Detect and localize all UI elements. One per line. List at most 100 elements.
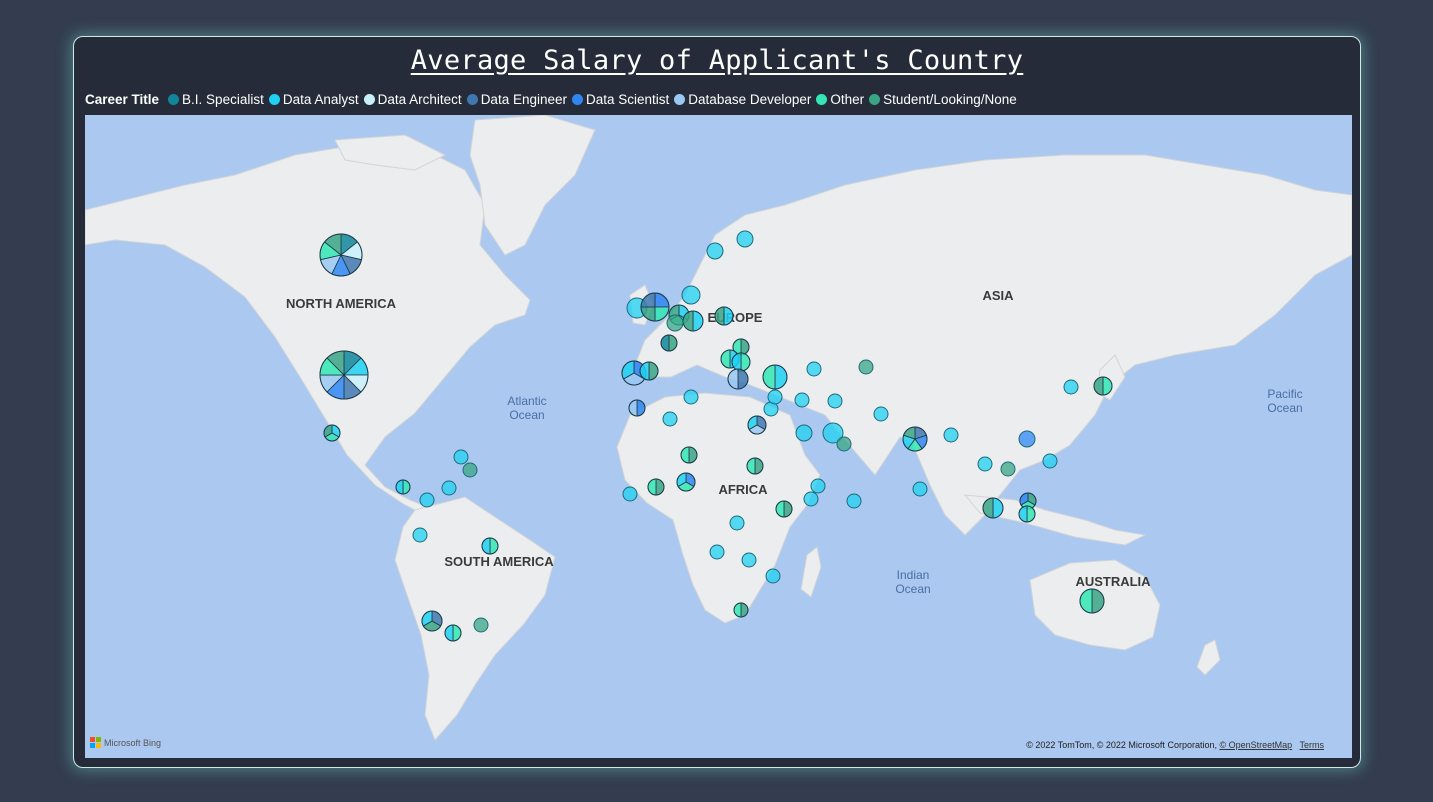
country-pie-marker[interactable] (319, 233, 363, 277)
country-pie-marker[interactable] (640, 292, 670, 322)
pie-slice[interactable] (419, 492, 435, 508)
country-pie-marker[interactable] (683, 389, 699, 405)
country-pie-marker[interactable] (681, 285, 701, 305)
pie-slice[interactable] (822, 422, 844, 444)
pie-slice[interactable] (453, 449, 469, 465)
country-pie-marker[interactable] (943, 427, 959, 443)
pie-slice[interactable] (827, 393, 843, 409)
pie-slice[interactable] (803, 491, 819, 507)
pie-slice[interactable] (709, 544, 725, 560)
country-pie-marker[interactable] (733, 602, 749, 618)
country-pie-marker[interactable] (795, 424, 813, 442)
country-pie-marker[interactable] (421, 610, 443, 632)
country-pie-marker[interactable] (323, 424, 341, 442)
country-pie-marker[interactable] (982, 497, 1004, 519)
country-pie-marker[interactable] (765, 568, 781, 584)
country-pie-marker[interactable] (727, 368, 749, 390)
country-pie-marker[interactable] (836, 436, 852, 452)
pie-slice[interactable] (395, 479, 404, 495)
pie-slice[interactable] (741, 552, 757, 568)
pie-slice[interactable] (628, 399, 638, 417)
pie-slice[interactable] (1000, 461, 1016, 477)
country-pie-marker[interactable] (1093, 376, 1113, 396)
country-pie-marker[interactable] (827, 393, 843, 409)
legend-item-database-developer[interactable]: Database Developer (674, 92, 811, 107)
pie-slice[interactable] (1042, 453, 1058, 469)
country-pie-marker[interactable] (666, 314, 684, 332)
pie-slice[interactable] (873, 406, 889, 422)
country-pie-marker[interactable] (794, 392, 810, 408)
pie-slice[interactable] (622, 486, 638, 502)
pie-slice[interactable] (666, 314, 684, 332)
country-pie-marker[interactable] (873, 406, 889, 422)
country-pie-marker[interactable] (977, 456, 993, 472)
pie-slice[interactable] (681, 285, 701, 305)
pie-slice[interactable] (473, 617, 489, 633)
legend-item-data-analyst[interactable]: Data Analyst (268, 92, 359, 107)
country-pie-marker[interactable] (453, 449, 469, 465)
country-pie-marker[interactable] (767, 389, 783, 405)
country-pie-marker[interactable] (1042, 453, 1058, 469)
country-pie-marker[interactable] (682, 310, 704, 332)
legend-item-data-engineer[interactable]: Data Engineer (466, 92, 567, 107)
country-pie-marker[interactable] (709, 544, 725, 560)
country-pie-marker[interactable] (1018, 430, 1036, 448)
country-pie-marker[interactable] (736, 230, 754, 248)
country-pie-marker[interactable] (775, 500, 793, 518)
country-pie-marker[interactable] (741, 552, 757, 568)
pie-slice[interactable] (794, 392, 810, 408)
country-pie-marker[interactable] (622, 486, 638, 502)
pie-slice[interactable] (858, 359, 874, 375)
world-map[interactable]: NORTH AMERICA SOUTH AMERICA EUROPE AFRIC… (85, 115, 1352, 758)
country-pie-marker[interactable] (912, 481, 928, 497)
country-pie-marker[interactable] (1000, 461, 1016, 477)
pie-slice[interactable] (412, 527, 428, 543)
pie-slice[interactable] (836, 436, 852, 452)
country-pie-marker[interactable] (639, 361, 659, 381)
country-pie-marker[interactable] (846, 493, 862, 509)
pie-slice[interactable] (767, 389, 783, 405)
country-pie-marker[interactable] (660, 334, 678, 352)
pie-slice[interactable] (736, 230, 754, 248)
country-pie-marker[interactable] (319, 350, 369, 400)
country-pie-marker[interactable] (481, 537, 499, 555)
country-pie-marker[interactable] (412, 527, 428, 543)
country-pie-marker[interactable] (822, 422, 844, 444)
pie-slice[interactable] (765, 568, 781, 584)
country-pie-marker[interactable] (706, 242, 724, 260)
country-pie-marker[interactable] (662, 411, 678, 427)
pie-slice[interactable] (729, 515, 745, 531)
pie-slice[interactable] (977, 456, 993, 472)
pie-slice[interactable] (662, 411, 678, 427)
legend-item-other[interactable]: Other (816, 92, 864, 107)
pie-slice[interactable] (1018, 430, 1036, 448)
salary-markers[interactable] (319, 230, 1113, 642)
legend-item-student[interactable]: Student/Looking/None (869, 92, 1017, 107)
legend-item-data-architect[interactable]: Data Architect (363, 92, 462, 107)
country-pie-marker[interactable] (473, 617, 489, 633)
openstreetmap-link[interactable]: © OpenStreetMap (1219, 740, 1293, 750)
country-pie-marker[interactable] (676, 472, 696, 492)
country-pie-marker[interactable] (747, 415, 767, 435)
legend-item-data-scientist[interactable]: Data Scientist (572, 92, 669, 107)
pie-slice[interactable] (810, 478, 826, 494)
pie-slice[interactable] (683, 389, 699, 405)
pie-slice[interactable] (402, 479, 411, 495)
country-pie-marker[interactable] (714, 306, 734, 326)
country-pie-marker[interactable] (858, 359, 874, 375)
pie-slice[interactable] (795, 424, 813, 442)
country-pie-marker[interactable] (1018, 505, 1036, 523)
country-pie-marker[interactable] (762, 364, 788, 390)
country-pie-marker[interactable] (806, 361, 822, 377)
country-pie-marker[interactable] (444, 624, 462, 642)
country-pie-marker[interactable] (680, 446, 698, 464)
pie-slice[interactable] (943, 427, 959, 443)
map-canvas[interactable]: NORTH AMERICA SOUTH AMERICA EUROPE AFRIC… (85, 115, 1352, 758)
pie-slice[interactable] (462, 462, 478, 478)
country-pie-marker[interactable] (746, 457, 764, 475)
terms-link[interactable]: Terms (1299, 740, 1325, 750)
country-pie-marker[interactable] (1063, 379, 1079, 395)
pie-slice[interactable] (806, 361, 822, 377)
country-pie-marker[interactable] (731, 352, 751, 372)
country-pie-marker[interactable] (729, 515, 745, 531)
